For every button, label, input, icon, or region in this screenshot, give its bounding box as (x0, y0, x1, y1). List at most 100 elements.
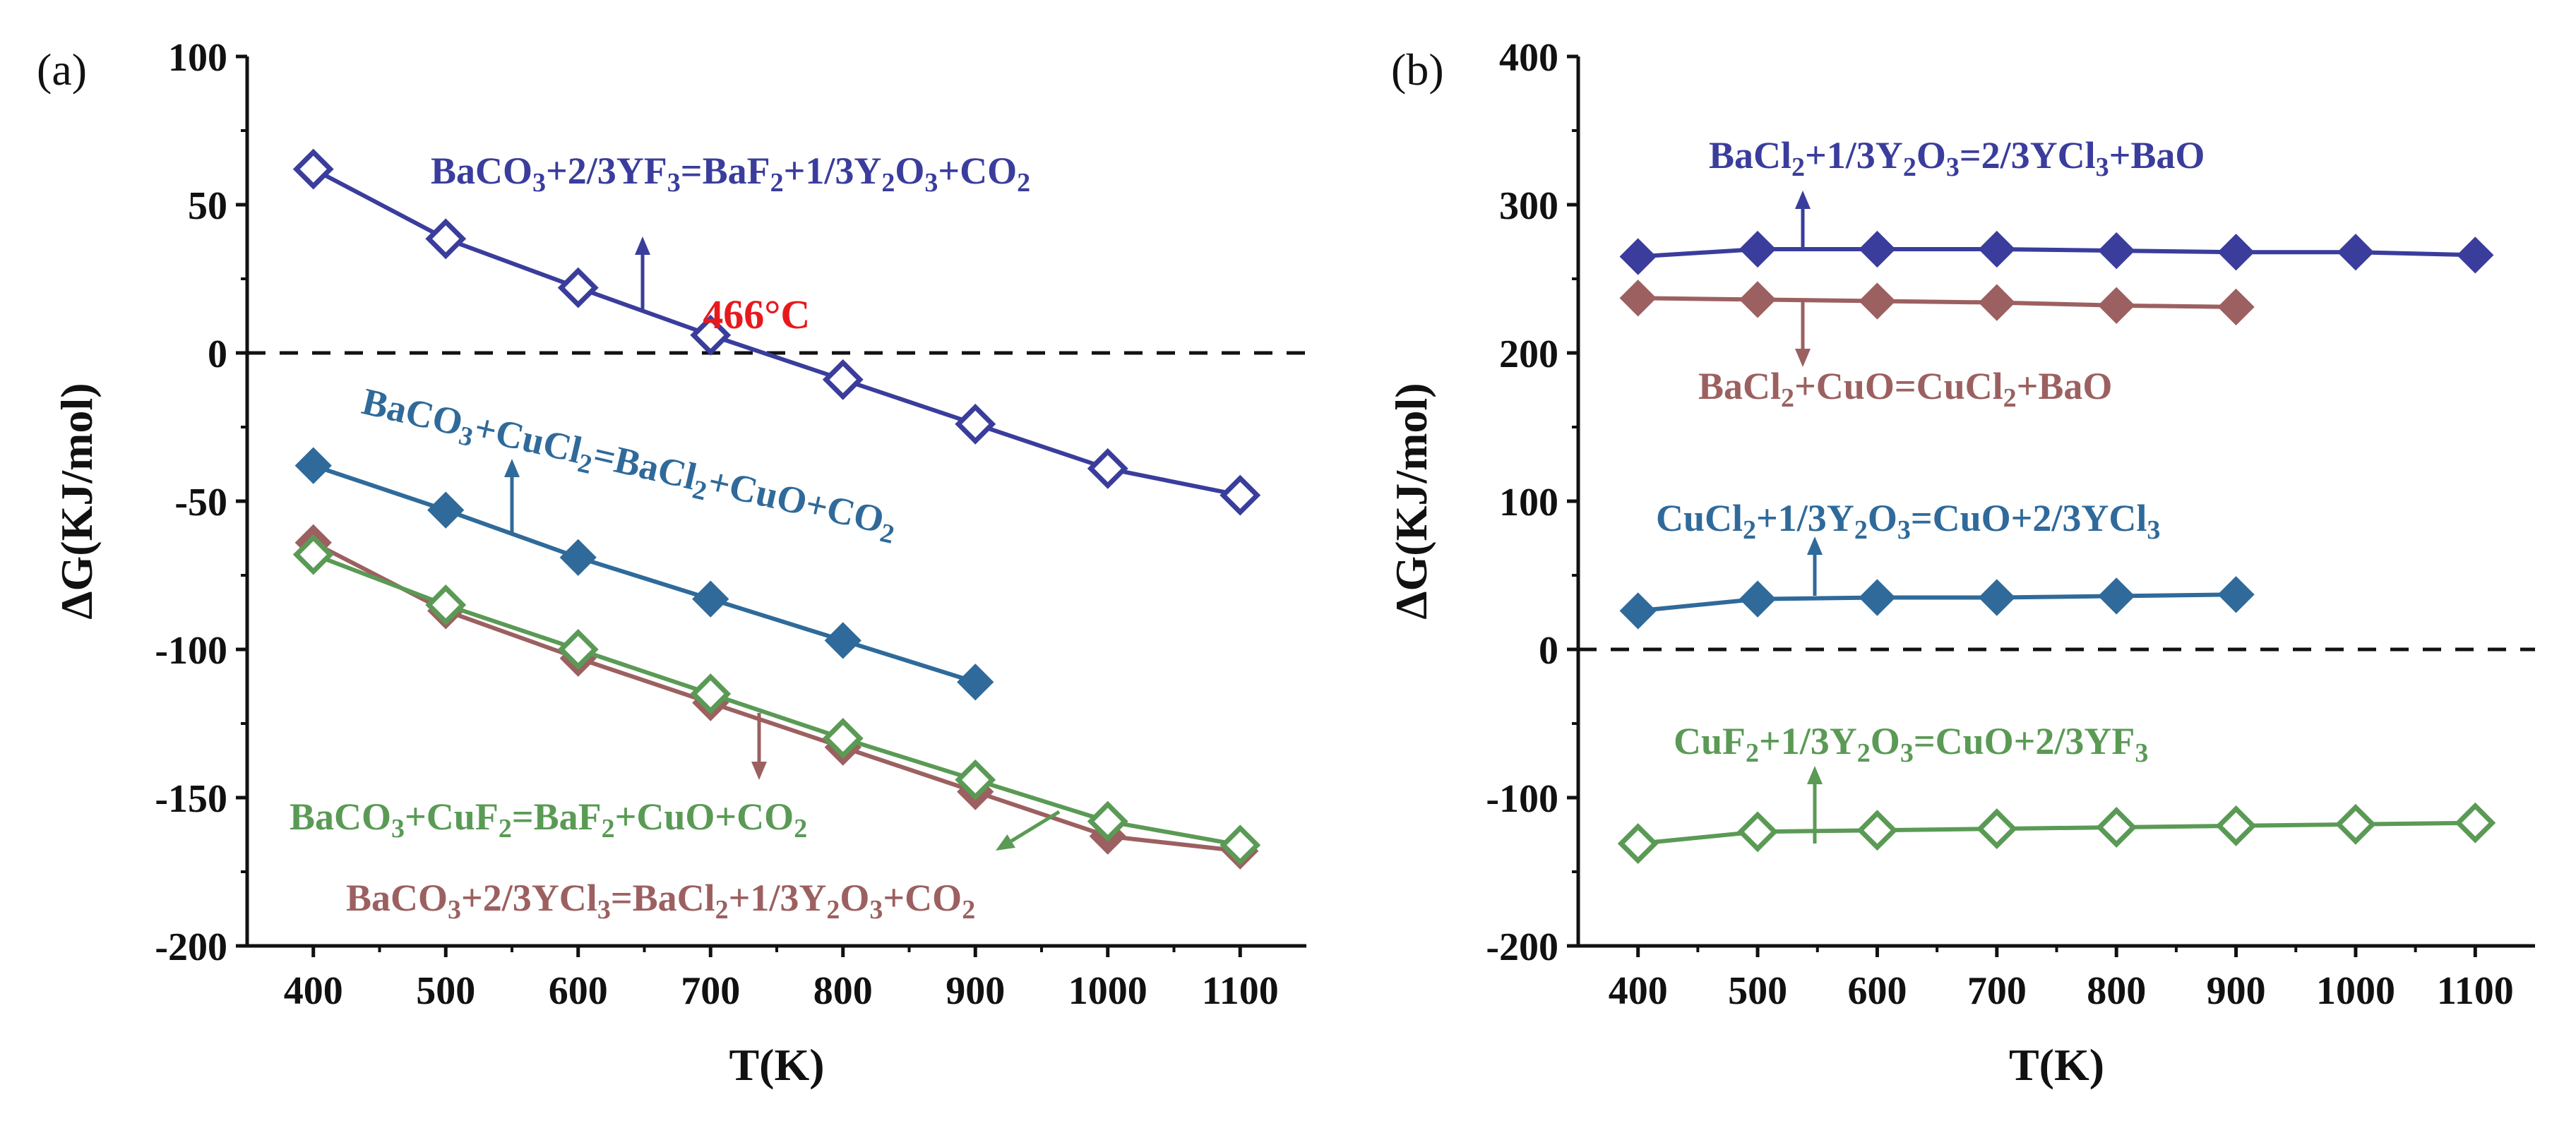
panel-b-xtick-label: 700 (1967, 969, 2027, 1013)
panel-a-series-point-3 (1220, 824, 1261, 866)
panel-b-series-line-0 (1638, 247, 2476, 259)
panel-b-series-point-2 (1619, 592, 1657, 630)
panel-b-series-point-3 (2096, 807, 2137, 848)
panel-a-annotation-1: BaCO3+CuCl2=BaCl2+CuO+CO2 (357, 380, 902, 549)
panel-a-series-line-3 (312, 552, 1241, 848)
panel-a-xtick-label: 800 (813, 969, 873, 1013)
panel-b-series-point-2 (2098, 577, 2135, 615)
panel-a-series-point-1 (294, 447, 332, 484)
panel-a-arrow-3-shaft (1010, 810, 1061, 843)
panel-a-series-point-0 (1220, 474, 1261, 516)
panel-a-series-point-3 (955, 759, 996, 800)
panel-b-xtick-label: 1000 (2316, 969, 2395, 1013)
panel-b-series-point-2 (1978, 579, 2015, 616)
panel-a-series-point-0 (822, 359, 864, 400)
panel-b: (b) -200 -100 0 100 200 300 400 400 500 600 700 800 9… (1386, 36, 2535, 1090)
panel-b-series-point-1 (1978, 284, 2015, 321)
panel-a-annotation-0: BaCO3+2/3YF3=BaF2+1/3Y2O3+CO2 (431, 150, 1030, 198)
panel-b-series-point-3 (1617, 823, 1659, 865)
panel-a-xtick-label: 1100 (1202, 969, 1279, 1013)
panel-a-series-point-3 (690, 673, 732, 714)
panel-a-series-line-1 (312, 463, 977, 685)
panel-b-xtick-label: 900 (2207, 969, 2266, 1013)
panel-b-series-point-3 (1976, 808, 2017, 850)
panel-a-series-point-1 (559, 539, 597, 576)
panel-b-ytick-label: 0 (1539, 629, 1558, 673)
panel-b-series-point-3 (1856, 810, 1898, 851)
panel-a-x-title: T(K) (729, 1040, 824, 1090)
panel-a-series-point-0 (1087, 448, 1128, 489)
panel-b-annotation-1: BaCl2+CuO=CuCl2+BaO (1698, 365, 2112, 413)
panel-a-series-point-0 (690, 314, 732, 356)
panel-a-series-point-0 (292, 148, 334, 190)
panel-b-series-point-0 (1619, 238, 1657, 275)
panel-b-ytick-label: 200 (1499, 332, 1558, 376)
panel-a-series-line-0 (312, 167, 1241, 498)
panel-b-series-point-0 (1739, 230, 1777, 268)
panel-b-annotation-2: CuCl2+1/3Y2O3=CuO+2/3YCl3 (1656, 497, 2160, 545)
panel-a-series-point-1 (957, 664, 994, 701)
panel-a-ytick-label: -150 (155, 777, 227, 821)
panel-a-ytick-label: -200 (155, 925, 227, 969)
panel-b-xtick-label: 400 (1609, 969, 1668, 1013)
panel-a-series-point-0 (557, 267, 599, 308)
panel-a-series-point-3 (557, 629, 599, 670)
panel-a-annotation-3: BaCO3+2/3YCl3=BaCl2+1/3Y2O3+CO2 (346, 877, 975, 925)
panel-a-y-title: ΔG(KJ/mol) (52, 383, 102, 619)
panel-a-series-line-2 (312, 541, 1241, 853)
panel-b-xtick-label: 600 (1847, 969, 1907, 1013)
panel-a-ytick-label: -100 (155, 629, 227, 673)
panel-b-ytick-label: -100 (1486, 777, 1558, 821)
panel-b-xtick-label: 1100 (2437, 969, 2514, 1013)
panel-b-series-point-0 (1859, 230, 1896, 268)
panel-a-series-point-1 (824, 622, 861, 659)
panel-b-series-point-0 (2457, 236, 2494, 274)
panel-a-arrow-1-head (504, 459, 520, 477)
panel-a-annotation-2: BaCO3+CuF2=BaF2+CuO+CO2 (290, 796, 807, 844)
panel-b-series-point-0 (2098, 232, 2135, 270)
panel-b-arrow-0-head (1795, 191, 1811, 209)
panel-a-xtick-label: 700 (681, 969, 740, 1013)
panel-a-ytick-label: 50 (188, 184, 227, 228)
panel-a-series-point-3 (292, 534, 334, 575)
panel-b-ytick-label: -200 (1486, 925, 1558, 969)
panel-a: (a) -200 -150 -100 -50 0 50 100 400 500 600 700 800 9… (37, 36, 1306, 1090)
panel-b-y-title: ΔG(KJ/mol) (1386, 383, 1436, 619)
panel-b-series-point-0 (1978, 230, 2015, 268)
panel-a-xtick-label: 400 (284, 969, 343, 1013)
panel-b-series-point-1 (2217, 288, 2255, 326)
panel-b-ytick-label: 300 (1499, 184, 1558, 228)
panel-a-xtick-label: 600 (549, 969, 608, 1013)
panel-a-arrow-0-head (635, 236, 650, 255)
panel-b-annotation-0: BaCl2+1/3Y2O3=2/3YCl3+BaO (1709, 134, 2205, 182)
panel-a-xtick-label: 900 (946, 969, 1005, 1013)
panel-a-label: (a) (37, 44, 87, 95)
panel-b-series-point-1 (1619, 280, 1657, 317)
panel-b-series-point-2 (2217, 576, 2255, 613)
panel-b-series-point-3 (1737, 811, 1779, 853)
panel-a-series-point-1 (692, 580, 729, 618)
panel-b-ytick-label: 400 (1499, 36, 1558, 80)
panel-b-ytick-label: 100 (1499, 481, 1558, 524)
panel-a-xtick-label: 500 (416, 969, 475, 1013)
panel-b-xtick-label: 500 (1728, 969, 1787, 1013)
panel-a-ytick-label: 0 (208, 332, 227, 376)
panel-b-series-point-3 (2334, 803, 2376, 845)
panel-b-series-point-0 (2217, 234, 2255, 271)
panel-a-series-point-3 (425, 584, 467, 625)
panel-b-series-point-1 (1859, 282, 1896, 320)
panel-a-xtick-label: 1000 (1068, 969, 1147, 1013)
panel-b-series-point-3 (2215, 805, 2257, 846)
panel-a-arrow-2-head (751, 762, 767, 780)
panel-b-series-point-2 (1739, 580, 1777, 618)
panel-a-series-point-0 (955, 403, 996, 445)
panel-a-arrow-3-head (996, 834, 1015, 851)
panel-a-ytick-label: 100 (168, 36, 227, 80)
panel-a-crossing-label: 466°C (703, 292, 810, 337)
panel-b-arrow-2-head (1807, 536, 1823, 555)
panel-b-series-point-3 (2455, 802, 2496, 844)
panel-a-series-point-1 (427, 491, 465, 529)
panel-a-series-point-0 (425, 218, 467, 260)
panel-b-series-point-2 (1859, 579, 1896, 616)
